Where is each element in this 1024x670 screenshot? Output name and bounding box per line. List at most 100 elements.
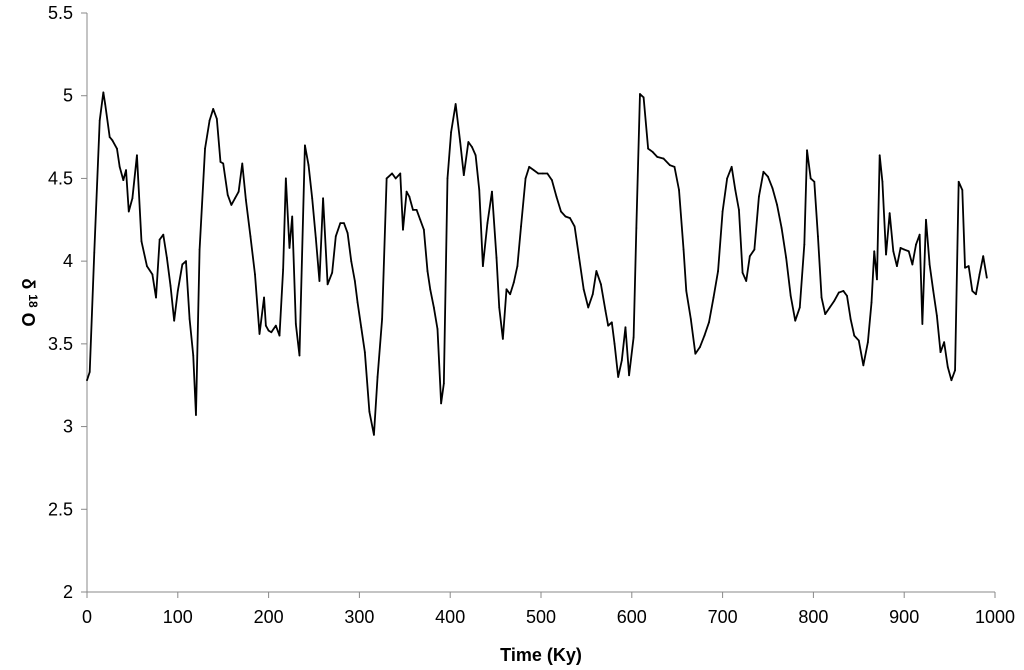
series-point — [873, 250, 876, 253]
series-point — [104, 103, 107, 105]
series-point — [828, 306, 831, 309]
series-point — [399, 172, 402, 175]
series-point — [505, 288, 508, 291]
series-point — [241, 162, 244, 165]
x-tick-label: 400 — [435, 607, 465, 627]
x-tick-label: 100 — [163, 607, 193, 627]
series-point — [495, 256, 498, 259]
series-point — [481, 265, 484, 268]
series-point — [188, 318, 191, 320]
series-point — [263, 296, 265, 299]
series-point — [964, 266, 966, 269]
series-point — [961, 189, 964, 191]
series-point — [486, 222, 489, 224]
series-point — [450, 131, 453, 134]
series-point — [925, 218, 927, 221]
series-point — [291, 215, 294, 218]
series-point — [745, 280, 748, 282]
series-point — [198, 248, 201, 251]
series-point — [307, 164, 310, 167]
series-point — [118, 165, 121, 168]
series-point — [573, 225, 576, 228]
series-point — [440, 402, 443, 405]
series-point — [721, 210, 724, 213]
series-point — [131, 197, 134, 200]
series-point — [512, 281, 515, 284]
series-point — [294, 323, 297, 325]
series-point — [939, 351, 942, 354]
series-point — [284, 177, 287, 180]
series-point — [753, 248, 756, 251]
series-point — [943, 341, 946, 344]
series-point — [471, 146, 473, 148]
series-point — [155, 296, 157, 299]
series-point — [215, 117, 218, 120]
series-point — [136, 154, 138, 157]
series-point — [610, 321, 613, 324]
series-point — [669, 164, 671, 167]
series-point — [803, 243, 806, 246]
series-line — [86, 91, 988, 436]
series-point — [628, 374, 630, 377]
series-point — [862, 364, 865, 367]
series-point — [578, 256, 581, 259]
x-tick-label: 300 — [344, 607, 374, 627]
series-point — [93, 251, 96, 254]
series-point — [226, 194, 229, 196]
series-point — [373, 433, 375, 436]
series-point — [98, 119, 101, 122]
series-point — [429, 288, 432, 291]
series-point — [809, 177, 812, 180]
series-point — [748, 255, 751, 258]
series-point — [467, 141, 470, 143]
y-tick-label: 3.5 — [48, 334, 73, 354]
y-tick-label: 2.5 — [48, 499, 73, 519]
series-point — [555, 195, 558, 198]
series-point — [326, 283, 329, 286]
series-point — [173, 319, 176, 322]
series-point — [478, 189, 481, 191]
series-point — [169, 285, 172, 287]
series-point — [613, 342, 616, 345]
series-point — [318, 280, 321, 282]
series-point — [419, 218, 422, 221]
series-point — [426, 270, 429, 272]
series-point — [642, 96, 645, 99]
series-point — [353, 280, 356, 282]
series-point — [726, 177, 729, 180]
series-point — [587, 306, 590, 309]
series-point — [794, 319, 797, 322]
series-point — [140, 240, 143, 243]
series-point — [498, 306, 501, 309]
x-tick-label: 600 — [617, 607, 647, 627]
series-point — [892, 250, 895, 253]
series-point — [780, 227, 783, 229]
x-tick-label: 500 — [526, 607, 556, 627]
series-point — [454, 103, 457, 105]
series-point — [899, 247, 902, 249]
series-point — [264, 324, 267, 327]
series-point — [108, 136, 111, 138]
series-point — [509, 293, 512, 296]
series-point — [267, 329, 270, 332]
series-point — [853, 334, 856, 337]
series-point — [314, 237, 317, 239]
series-point — [402, 228, 404, 231]
series-point — [381, 318, 383, 320]
series-point — [339, 222, 342, 224]
y-tick-label: 2 — [63, 582, 73, 602]
x-tick-label: 1000 — [975, 607, 1015, 627]
series-point — [116, 147, 118, 150]
series-point — [162, 233, 165, 236]
series-point — [662, 157, 665, 160]
series-point — [806, 149, 808, 152]
series-point — [304, 144, 306, 147]
series-point — [249, 235, 252, 238]
series-point — [651, 151, 654, 153]
series-point — [151, 273, 154, 276]
series-point — [741, 271, 744, 274]
series-point — [212, 108, 215, 110]
series-point — [957, 180, 960, 183]
series-point — [911, 263, 914, 266]
